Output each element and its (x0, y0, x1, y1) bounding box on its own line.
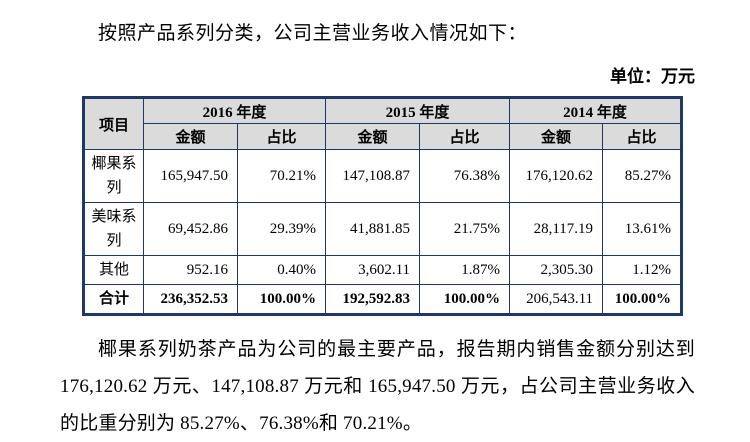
table-row-total: 合计 236,352.53 100.00% 192,592.83 100.00%… (83, 284, 683, 315)
col-header-ratio-2014: 占比 (602, 123, 683, 150)
ratio-cell: 100.00% (419, 284, 511, 315)
summary-paragraph: 椰果系列奶茶产品为公司的最主要产品，报告期内销售金额分别达到 176,120.6… (60, 339, 695, 434)
table-header-row-sub: 金额 占比 金额 占比 金额 占比 (84, 123, 683, 150)
ratio-cell: 76.38% (419, 149, 511, 203)
amount-cell: 2,305.30 (509, 255, 604, 285)
table-row-tasty: 美味系列 69,452.86 29.39% 41,881.85 21.75% 2… (83, 202, 683, 256)
table-header-row-years: 项目 2016 年度 2015 年度 2014 年度 (83, 97, 683, 150)
ratio-cell: 85.27% (602, 149, 683, 203)
ratio-cell: 100.00% (236, 284, 327, 315)
row-label: 合计 (83, 284, 144, 315)
unit-label: 单位：万元 (610, 67, 695, 86)
col-header-amount-2016: 金额 (143, 123, 238, 150)
intro-paragraph: 按照产品系列分类，公司主营业务收入情况如下： (98, 23, 528, 44)
ratio-cell: 13.61% (602, 202, 683, 256)
ratio-cell: 1.12% (602, 255, 683, 285)
amount-cell: 28,117.19 (509, 202, 604, 256)
amount-cell: 3,602.11 (325, 255, 421, 285)
row-label: 椰果系列 (83, 149, 144, 203)
amount-cell: 165,947.50 (143, 149, 238, 203)
col-header-year-2015: 2015 年度 (325, 97, 511, 124)
table-row-other: 其他 952.16 0.40% 3,602.11 1.87% 2,305.30 … (83, 255, 683, 285)
amount-cell: 952.16 (143, 255, 238, 285)
col-header-amount-2015: 金额 (325, 123, 421, 150)
amount-cell: 176,120.62 (509, 149, 604, 203)
amount-cell: 147,108.87 (325, 149, 421, 203)
ratio-cell: 100.00% (602, 284, 683, 315)
row-label: 其他 (83, 255, 144, 285)
col-header-item: 项目 (83, 97, 144, 150)
ratio-cell: 70.21% (236, 149, 327, 203)
amount-cell: 206,543.11 (509, 284, 604, 315)
table-row-coconut: 椰果系列 165,947.50 70.21% 147,108.87 76.38%… (83, 149, 683, 203)
ratio-cell: 1.87% (419, 255, 511, 285)
amount-cell: 69,452.86 (143, 202, 238, 256)
col-header-year-2014: 2014 年度 (509, 97, 683, 124)
row-label: 美味系列 (83, 202, 144, 256)
ratio-cell: 0.40% (236, 255, 327, 285)
col-header-ratio-2016: 占比 (236, 123, 327, 150)
col-header-year-2016: 2016 年度 (142, 97, 327, 124)
ratio-cell: 29.39% (236, 202, 327, 256)
amount-cell: 236,352.53 (143, 284, 238, 315)
col-header-amount-2014: 金额 (509, 123, 604, 150)
ratio-cell: 21.75% (419, 202, 511, 256)
revenue-table: 项目 2016 年度 2015 年度 2014 年度 金额 占比 金额 占比 金… (82, 96, 684, 316)
amount-cell: 41,881.85 (325, 202, 421, 256)
amount-cell: 192,592.83 (325, 284, 421, 315)
col-header-ratio-2015: 占比 (419, 123, 511, 150)
